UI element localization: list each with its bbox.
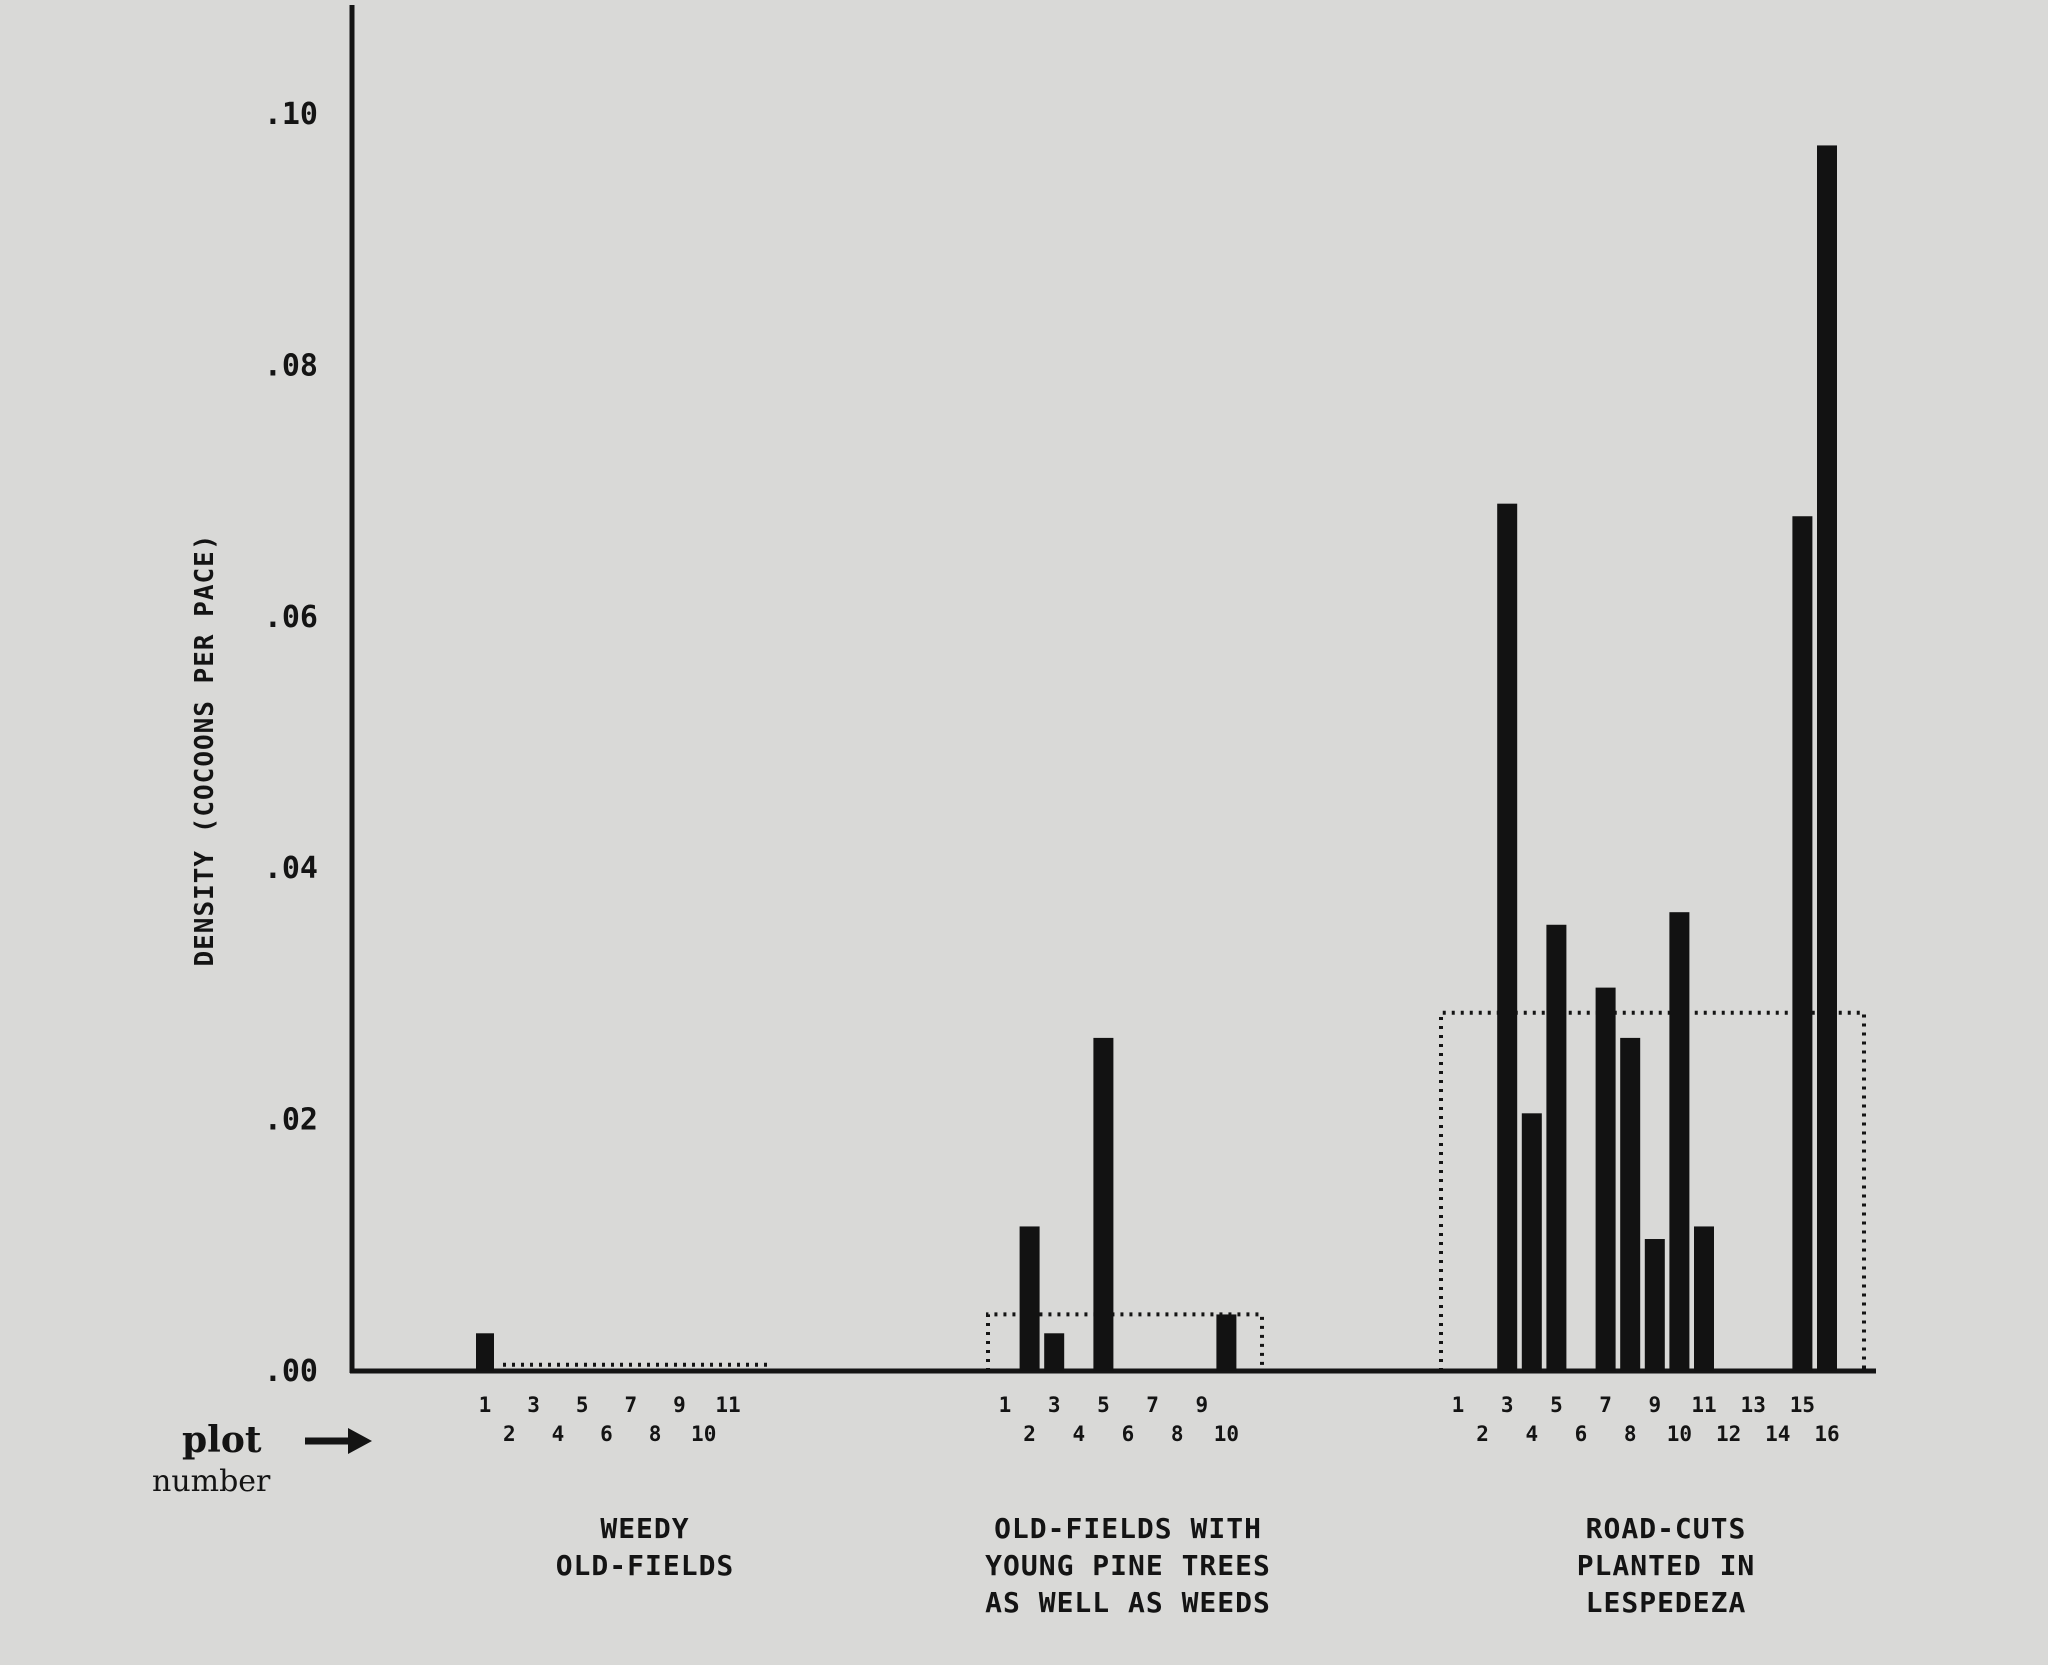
plot-number-label: 7: [1599, 1393, 1612, 1417]
bar: [1595, 987, 1616, 1371]
group-label-line: YOUNG PINE TREES: [985, 1549, 1271, 1582]
plot-number-label: 7: [1146, 1393, 1159, 1417]
bar: [1620, 1037, 1641, 1371]
plot-number-label: 8: [1171, 1422, 1184, 1446]
bar: [1644, 1239, 1665, 1371]
bar: [1497, 503, 1518, 1371]
y-tick-label: .04: [264, 851, 318, 886]
y-tick-label: .02: [264, 1103, 318, 1138]
plot-number-label: 9: [1648, 1393, 1661, 1417]
bar: [1093, 1037, 1114, 1371]
plot-number-label: 3: [1048, 1393, 1061, 1417]
plot-number-label: 10: [1667, 1422, 1692, 1446]
group-mean-outline: [986, 1312, 1264, 1371]
group-mean-outline: [1439, 1010, 1866, 1371]
bars-layer: [476, 145, 1837, 1371]
labels-layer: .00.02.04.06.08.101234567891011WEEDYOLD-…: [264, 97, 1840, 1619]
group-label-line: AS WELL AS WEEDS: [985, 1586, 1271, 1619]
plot-number-label: 6: [600, 1422, 613, 1446]
plot-number-label: 2: [1023, 1422, 1036, 1446]
plot-number-label: 16: [1814, 1422, 1839, 1446]
bar: [1044, 1333, 1065, 1371]
group-label-line: PLANTED IN: [1577, 1549, 1756, 1582]
y-axis-title-group: DENSITY (COCOONS PER PACE): [190, 534, 220, 967]
plot-number-label: 6: [1575, 1422, 1588, 1446]
plot-number-label: 10: [691, 1422, 716, 1446]
plot-number-label: 9: [673, 1393, 686, 1417]
bar: [1019, 1226, 1040, 1371]
plot-number-label: 13: [1741, 1393, 1766, 1417]
y-tick-label: .10: [264, 97, 318, 132]
y-tick-label: .06: [264, 600, 318, 635]
y-tick-label: .00: [264, 1354, 318, 1389]
plot-number-label: 3: [1501, 1393, 1514, 1417]
plot-number-label: 5: [1550, 1393, 1563, 1417]
plot-number-label: 4: [1072, 1422, 1085, 1446]
plot-number-label: 9: [1195, 1393, 1208, 1417]
bar: [476, 1333, 494, 1371]
plot-number-label: 1: [999, 1393, 1012, 1417]
group-label-line: ROAD-CUTS: [1586, 1512, 1747, 1545]
plot-number-label: 8: [1624, 1422, 1637, 1446]
bar: [1792, 516, 1813, 1371]
plot-number-label: 14: [1765, 1422, 1790, 1446]
plot-number-label: 11: [1691, 1393, 1716, 1417]
bar: [1216, 1314, 1237, 1371]
plot-number-label: 15: [1790, 1393, 1815, 1417]
plot-number-label: 2: [1476, 1422, 1489, 1446]
group-label-line: OLD-FIELDS: [556, 1549, 735, 1582]
plot-number-label: 3: [527, 1393, 540, 1417]
group-means-layer: [503, 1010, 1866, 1371]
plot-arrow-icon: [305, 1428, 372, 1454]
group-label-line: LESPEDEZA: [1586, 1586, 1747, 1619]
bar: [1694, 1226, 1714, 1371]
y-axis-title: DENSITY (COCOONS PER PACE): [190, 534, 220, 967]
plot-number-label: 12: [1716, 1422, 1741, 1446]
bar: [1521, 1113, 1542, 1371]
plot-number-label: 2: [503, 1422, 516, 1446]
plot-number-label: 8: [649, 1422, 662, 1446]
plot-number-label: 4: [552, 1422, 565, 1446]
group-label-line: WEEDY: [600, 1512, 689, 1545]
bar: [1817, 145, 1837, 1371]
plot-number-label: 1: [1452, 1393, 1465, 1417]
y-tick-label: .08: [264, 348, 318, 383]
bar: [1546, 924, 1567, 1371]
number-word: number: [152, 1464, 271, 1499]
bar: [1669, 912, 1690, 1371]
group-label-line: OLD-FIELDS WITH: [994, 1512, 1262, 1545]
plot-number-label: 11: [715, 1393, 740, 1417]
plot-number-label: 4: [1525, 1422, 1538, 1446]
plot-number-label: 10: [1214, 1422, 1239, 1446]
plot-number-label: 5: [576, 1393, 589, 1417]
plot-number-label: 5: [1097, 1393, 1110, 1417]
plot-number-label: 6: [1122, 1422, 1135, 1446]
plot-word: plot: [182, 1419, 262, 1461]
plot-number-label: 1: [479, 1393, 492, 1417]
plot-number-indicator: plot number: [152, 1419, 372, 1499]
plot-number-label: 7: [624, 1393, 637, 1417]
